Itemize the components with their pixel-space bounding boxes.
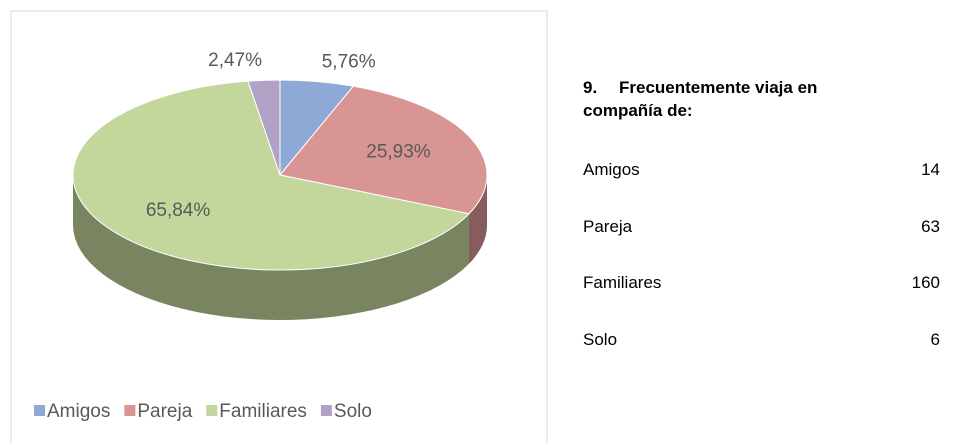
legend-label: Solo [334, 401, 372, 422]
heading-number: 9. [583, 78, 598, 97]
row-count: 6 [930, 330, 940, 350]
slice-side [73, 175, 469, 320]
table-heading: 9. Frecuentemente viaja en compañía de: [583, 76, 817, 122]
row-count: 63 [921, 216, 940, 236]
row-label: Pareja [583, 216, 633, 236]
row-label: Amigos [583, 160, 640, 179]
data-label: 5,76% [322, 51, 376, 72]
legend-marker [206, 405, 218, 416]
slice [279, 85, 488, 215]
slice [72, 80, 470, 271]
table-row: Solo 6 [583, 330, 940, 350]
legend-label: Familiares [219, 401, 307, 422]
row-label: Solo [583, 330, 618, 350]
data-label: 65,84% [146, 200, 211, 221]
data-label: 2,47% [208, 50, 262, 71]
row-count: 160 [911, 273, 940, 293]
table-row: Familiares 160 [583, 273, 940, 293]
legend-marker [124, 405, 136, 416]
data-label: 25,93% [366, 141, 431, 162]
slice [247, 79, 281, 176]
slice-side [468, 175, 487, 264]
legend-marker [34, 405, 45, 416]
row-count: 14 [921, 160, 940, 179]
heading-line: Frecuentemente viaja en [619, 78, 818, 97]
heading-line: compañía de: [583, 101, 693, 120]
row-label: Familiares [583, 273, 662, 293]
legend-label: Amigos [47, 401, 110, 422]
legend-marker [320, 405, 332, 416]
chart: 5,76% 25,93% 65,84% 2,47% Amigos Pareja Famili… [10, 10, 548, 443]
table-row: Amigos 14 [583, 160, 940, 180]
table-row: Pareja 63 [583, 217, 940, 237]
legend-label: Pareja [137, 401, 192, 422]
